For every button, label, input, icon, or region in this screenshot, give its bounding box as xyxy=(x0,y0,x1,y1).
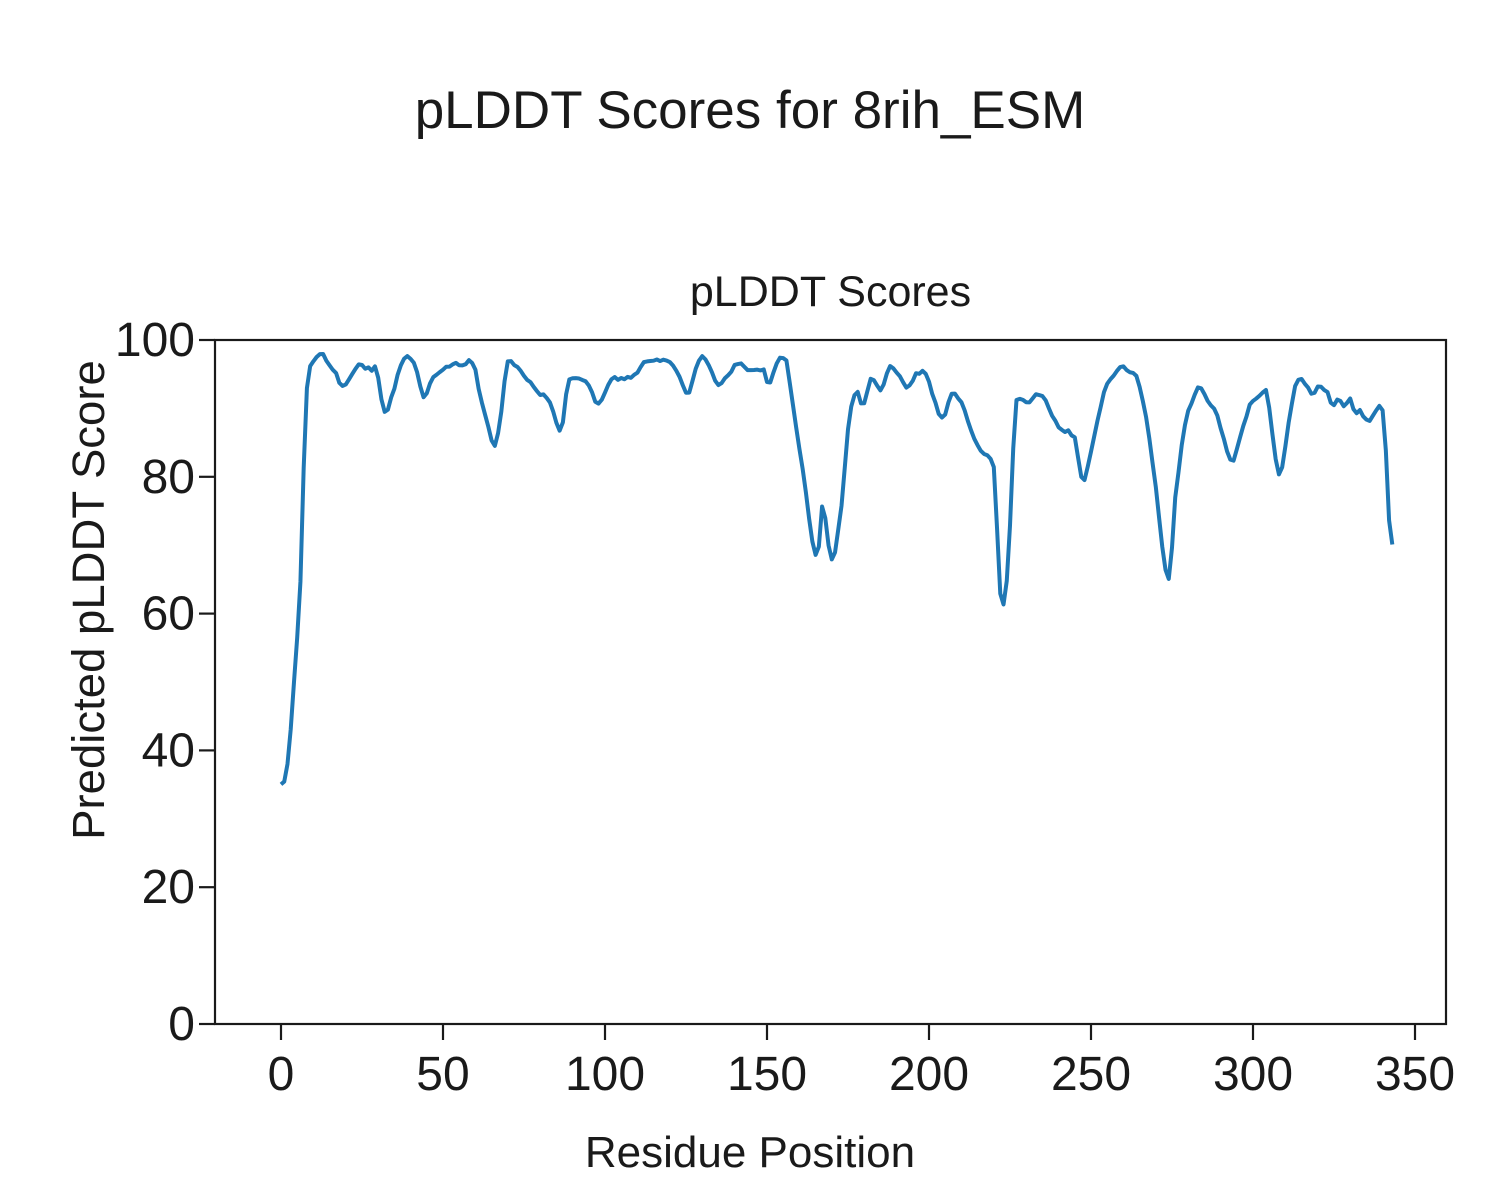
svg-text:150: 150 xyxy=(727,1048,807,1101)
svg-text:50: 50 xyxy=(416,1048,469,1101)
svg-text:250: 250 xyxy=(1051,1048,1131,1101)
svg-text:100: 100 xyxy=(115,314,195,367)
svg-text:0: 0 xyxy=(168,998,195,1051)
svg-text:200: 200 xyxy=(889,1048,969,1101)
svg-text:350: 350 xyxy=(1375,1048,1455,1101)
svg-text:0: 0 xyxy=(268,1048,295,1101)
svg-text:20: 20 xyxy=(142,861,195,914)
svg-text:60: 60 xyxy=(142,588,195,641)
svg-text:40: 40 xyxy=(142,724,195,777)
svg-text:300: 300 xyxy=(1213,1048,1293,1101)
svg-text:100: 100 xyxy=(565,1048,645,1101)
svg-text:80: 80 xyxy=(142,451,195,504)
